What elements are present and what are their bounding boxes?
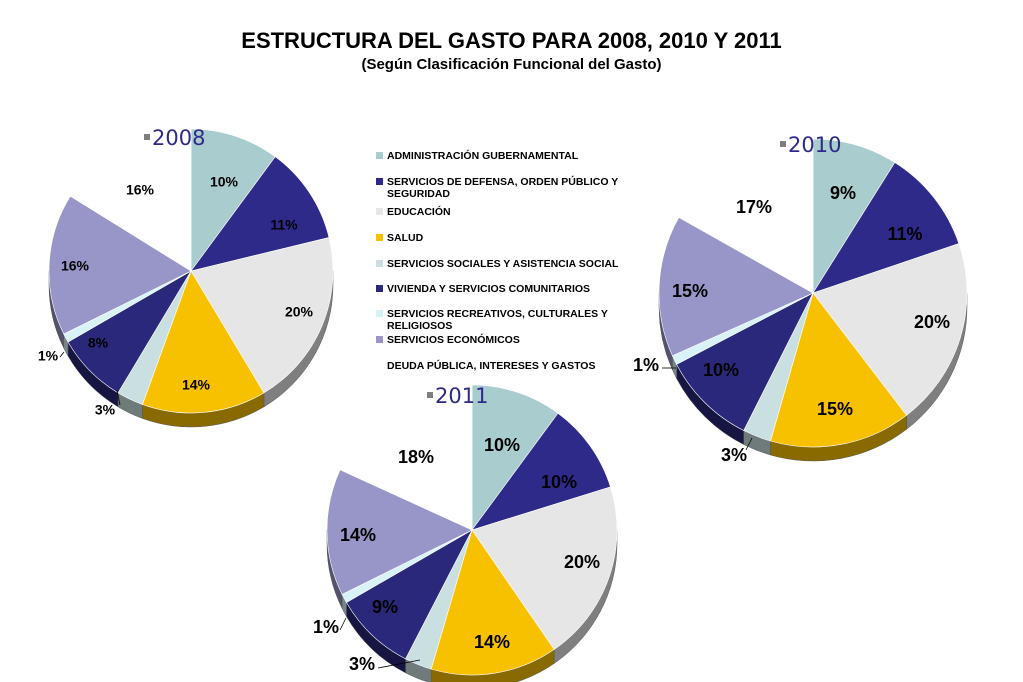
pie-chart-2010: 9% 11% 20% 15% 3% 10% 1% 15% 17% 2010 [633, 133, 968, 465]
slice-label: 3% [721, 445, 747, 465]
pie-slice [770, 292, 908, 448]
legend-label: ADMINISTRACIÓN GUBERNAMENTAL [387, 150, 579, 162]
legend-item: EDUCACIÓN [376, 206, 656, 218]
slice-label: 20% [914, 312, 950, 332]
legend-swatch [376, 260, 383, 267]
pie-slice [678, 138, 814, 294]
title-marker [780, 141, 786, 147]
pie-slice [471, 486, 618, 650]
pie-slice [69, 128, 192, 272]
slice-label: 11% [270, 217, 298, 233]
leader-line [116, 389, 121, 406]
slice-label: 1% [313, 617, 339, 637]
legend-item: SALUD [376, 232, 656, 244]
slice-label: 10% [484, 435, 520, 455]
slice-label: 9% [372, 597, 398, 617]
pie-chart-2008: 10% 11% 20% 14% 3% 8% 1% 16% 16% 2008 [38, 126, 334, 428]
legend-label: VIVIENDA Y SERVICIOS COMUNITARIOS [387, 283, 591, 295]
legend-item: DEUDA PÚBLICA, INTERESES Y GASTOS [376, 360, 656, 372]
leader-line [377, 659, 421, 669]
legend-item: VIVIENDA Y SERVICIOS COMUNITARIOS [376, 283, 656, 295]
pie-slice [658, 216, 814, 357]
pie-slice [812, 243, 968, 416]
pie-slice [676, 292, 814, 431]
slice-label: 14% [182, 377, 211, 393]
slice-label: 16% [126, 182, 155, 198]
slice-label: 14% [474, 632, 510, 652]
pie-slice [326, 469, 473, 595]
title-marker [427, 392, 433, 398]
pie-chart-2011: 10% 10% 20% 14% 3% 9% 1% 14% 18% 2011 [313, 384, 618, 682]
chart-year-title: 2011 [435, 384, 488, 408]
legend-item: SERVICIOS ECONÓMICOS [376, 334, 656, 346]
slice-label: 20% [564, 552, 600, 572]
legend-item: ADMINISTRACIÓN GUBERNAMENTAL [376, 150, 656, 162]
slice-label: 1% [633, 355, 659, 375]
pie-slice [471, 384, 559, 531]
slice-label: 10% [210, 174, 239, 190]
slice-label: 3% [349, 654, 375, 674]
slice-label: 14% [340, 525, 376, 545]
legend-swatch [376, 234, 383, 241]
slice-label: 10% [703, 360, 739, 380]
chart-year-title: 2008 [152, 126, 205, 150]
pie-slice [48, 195, 192, 335]
legend-swatch [376, 178, 383, 185]
slice-label: 1% [38, 348, 59, 364]
slice-label: 10% [541, 472, 577, 492]
legend-label: SERVICIOS RECREATIVOS, CULTURALES Y RELI… [387, 308, 608, 332]
chart-year-title: 2010 [788, 133, 841, 157]
legend-swatch [376, 285, 383, 292]
legend-swatch [376, 336, 383, 343]
legend-label: SERVICIOS ECONÓMICOS [387, 334, 520, 346]
pie-slice [190, 128, 276, 272]
pie-slice [471, 412, 611, 531]
legend-item: SERVICIOS RECREATIVOS, CULTURALES Y RELI… [376, 308, 656, 332]
legend-swatch [376, 310, 383, 317]
pie-slice [190, 237, 334, 394]
slice-label: 3% [95, 402, 116, 418]
slice-label: 11% [887, 224, 922, 244]
leader-line [745, 437, 753, 451]
pie-slice [339, 384, 473, 531]
chart-subtitle: (Según Clasificación Funcional del Gasto… [361, 56, 662, 73]
slice-label: 8% [88, 335, 109, 351]
legend-item: SERVICIOS SOCIALES Y ASISTENCIA SOCIAL [376, 258, 656, 270]
pie-slice [346, 529, 473, 660]
slice-label: 17% [736, 197, 772, 217]
legend-swatch [376, 152, 383, 159]
legend-label: SERVICIOS DE DEFENSA, ORDEN PÚBLICO Y SE… [387, 176, 619, 200]
legend-label: SERVICIOS SOCIALES Y ASISTENCIA SOCIAL [387, 258, 619, 270]
chart-title: ESTRUCTURA DEL GASTO PARA 2008, 2010 Y 2… [241, 28, 782, 53]
legend-label: EDUCACIÓN [387, 206, 451, 218]
pie-slice [190, 156, 330, 272]
pie-slice [142, 270, 265, 414]
legend-item: SERVICIOS DE DEFENSA, ORDEN PÚBLICO Y SE… [376, 176, 656, 200]
slice-label: 15% [672, 281, 708, 301]
legend-label: SALUD [387, 232, 424, 244]
pie-slice [812, 138, 896, 295]
slice-label: 16% [61, 258, 90, 274]
pie-slice [812, 162, 960, 294]
slice-label: 15% [817, 399, 853, 419]
slice-label: 20% [285, 304, 314, 320]
leader-line [339, 617, 347, 631]
legend-label: DEUDA PÚBLICA, INTERESES Y GASTOS [387, 360, 596, 372]
slice-label: 9% [830, 183, 856, 203]
slice-label: 18% [398, 447, 434, 467]
legend-swatch [376, 208, 383, 215]
title-marker [144, 134, 150, 140]
pie-slice [430, 529, 555, 676]
leader-line [59, 351, 65, 358]
